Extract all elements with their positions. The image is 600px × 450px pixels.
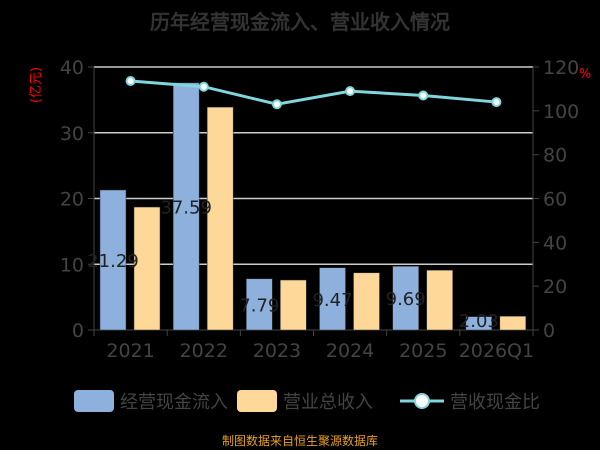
cash-bar [392, 266, 419, 331]
legend-cash-swatch [74, 390, 114, 412]
right-tick-label: 0 [543, 320, 555, 342]
ratio-point [418, 90, 429, 101]
x-tick-label: 2021 [106, 340, 154, 362]
left-axis-unit: (亿元) [29, 67, 44, 103]
left-tick-label: 0 [72, 320, 84, 342]
right-tick-label: 20 [543, 276, 567, 298]
left-tick-label: 40 [60, 57, 84, 79]
revenue-bar [353, 272, 380, 331]
cash-data-label: 21.29 [87, 251, 139, 272]
right-tick-label: 120 [543, 57, 579, 79]
ratio-point [198, 81, 209, 92]
left-tick-label: 20 [60, 189, 84, 211]
cash-bar [99, 189, 127, 331]
x-tick-label: 2025 [399, 340, 447, 362]
ratio-point [491, 97, 502, 108]
cash-bar [319, 267, 346, 331]
cash-data-label: 9.47 [312, 290, 352, 311]
ratio-point [271, 99, 282, 110]
revenue-bar [280, 279, 307, 331]
chart-title: 历年经营现金流入、营业收入情况 [150, 10, 450, 34]
x-tick-label: 2026Q1 [459, 340, 534, 362]
left-tick-label: 30 [60, 123, 84, 145]
revenue-bar [426, 269, 453, 331]
legend-cash-label: 经营现金流入 [120, 392, 228, 413]
source-footer: 制图数据来自恒生聚源数据库 [221, 434, 378, 448]
revenue-bar [133, 206, 161, 331]
cash-bar [465, 316, 493, 331]
revenue-bar [206, 106, 234, 331]
right-tick-label: 100 [543, 101, 579, 123]
right-tick-label: 40 [543, 232, 567, 254]
right-tick-label: 80 [543, 145, 567, 167]
cash-data-label: 7.79 [239, 295, 279, 316]
x-tick-label: 2022 [180, 340, 228, 362]
cash-bar [246, 278, 273, 331]
right-axis-unit: % [579, 67, 591, 82]
cash-bar [172, 82, 200, 331]
right-tick-label: 60 [543, 189, 567, 211]
legend-ratio-marker [414, 393, 430, 409]
revenue-bar [499, 315, 527, 331]
x-tick-label: 2024 [326, 340, 374, 362]
legend-revenue-label: 营业总收入 [283, 392, 373, 413]
legend-revenue-swatch [237, 390, 277, 412]
x-tick-label: 2023 [253, 340, 301, 362]
ratio-point [125, 76, 136, 87]
cash-data-label: 37.59 [160, 197, 212, 218]
ratio-line [130, 79, 497, 106]
legend-ratio-label: 营收现金比 [450, 392, 540, 413]
left-tick-label: 10 [60, 254, 84, 276]
cash-data-label: 9.69 [386, 289, 426, 310]
ratio-point [345, 86, 356, 97]
cash-data-label: 2.03 [459, 311, 499, 332]
